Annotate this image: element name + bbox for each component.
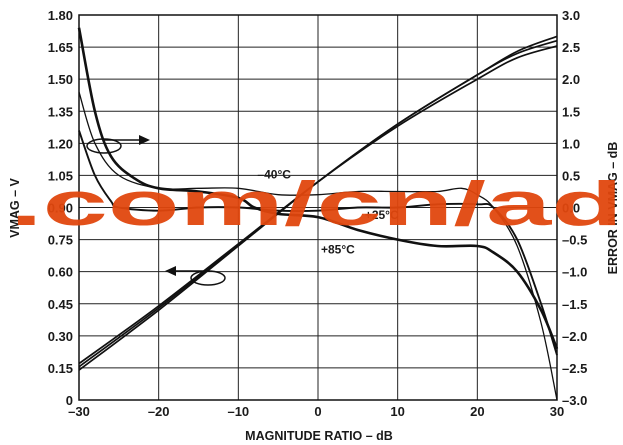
- error-curve-25C: [78, 130, 558, 356]
- y2-tick-label: –2.0: [562, 329, 587, 344]
- x-tick-label: –20: [148, 404, 170, 419]
- x-axis-title: MAGNITUDE RATIO – dB: [245, 429, 393, 443]
- tick-layer: –30 –20 –10 0 10 20 30 0 0.15 0.30 0.45 0.60 0.75 0.9…: [48, 8, 588, 419]
- y-tick-label: 1.05: [48, 168, 73, 183]
- y2-tick-label: –1.0: [562, 265, 587, 280]
- x-tick-label: 10: [390, 404, 404, 419]
- y-tick-label: 0.90: [48, 201, 73, 216]
- y-tick-label: 0.75: [48, 233, 73, 248]
- frame-layer: [78, 14, 558, 401]
- y-tick-label: 1.65: [48, 40, 73, 55]
- annotation-layer: –40°C +25°C +85°C: [257, 168, 399, 257]
- x-tick-label: –10: [227, 404, 249, 419]
- curve-label: +85°C: [321, 243, 355, 257]
- y-tick-label: 1.20: [48, 136, 73, 151]
- y-tick-label: 1.50: [48, 72, 73, 87]
- y2-tick-label: 2.0: [562, 72, 580, 87]
- x-tick-label: 30: [550, 404, 564, 419]
- y-tick-label: 1.35: [48, 104, 73, 119]
- y2-tick-label: –3.0: [562, 393, 587, 408]
- curve-label: +25°C: [365, 208, 399, 222]
- marker-layer: [86, 135, 226, 286]
- error-curve-85C: [77, 27, 559, 350]
- y2-tick-label: 1.0: [562, 136, 580, 151]
- curve-label: –40°C: [257, 168, 291, 182]
- x-tick-label: 0: [314, 404, 321, 419]
- y2-tick-label: 0.5: [562, 168, 580, 183]
- plot-frame: [78, 14, 558, 401]
- y-tick-label: 0.30: [48, 329, 73, 344]
- y-tick-label: 0: [66, 393, 73, 408]
- y2-tick-label: 3.0: [562, 8, 580, 23]
- y-tick-label: 0.45: [48, 297, 73, 312]
- grid-layer: [79, 15, 557, 400]
- left-axis-arrowhead: [165, 266, 176, 276]
- y2-tick-label: 0.0: [562, 201, 580, 216]
- y2-tick-label: –2.5: [562, 361, 587, 376]
- x-tick-label: –30: [68, 404, 90, 419]
- x-tick-label: 20: [470, 404, 484, 419]
- curve-layer: [77, 27, 559, 401]
- y-tick-label: 0.15: [48, 361, 73, 376]
- y2-axis-title: ERROR IN VMAG – dB: [606, 142, 620, 275]
- y2-tick-label: 1.5: [562, 104, 580, 119]
- y-tick-label: 0.60: [48, 265, 73, 280]
- right-axis-arrowhead: [139, 135, 150, 145]
- right-axis-marker-ellipse: [86, 138, 122, 154]
- y2-tick-label: 2.5: [562, 40, 580, 55]
- y2-tick-label: –1.5: [562, 297, 587, 312]
- y-axis-title: VMAG – V: [8, 177, 22, 237]
- y-tick-label: 1.80: [48, 8, 73, 23]
- vmag-curve-85C: [78, 35, 558, 365]
- watermark-text: .com/cn/ad: [10, 170, 623, 239]
- y2-tick-label: –0.5: [562, 233, 587, 248]
